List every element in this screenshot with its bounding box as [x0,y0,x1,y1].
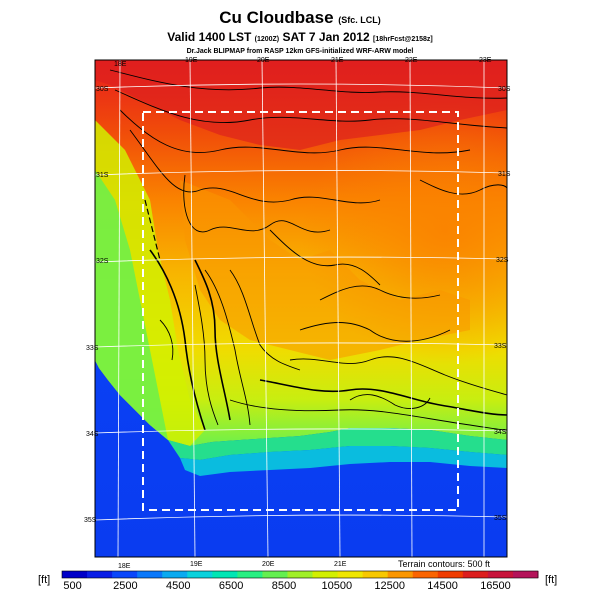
lat-label-left: 33S [86,345,99,352]
lat-label-right: 30S [498,86,511,93]
lon-label-top: 21E [331,57,344,64]
colorbar-swatch [437,571,464,578]
colorbar-tick-label: 500 [63,580,82,592]
colorbar-swatch [312,571,339,578]
lon-label-top: 23E [479,57,492,64]
colorbar-swatch [212,571,238,578]
warm-tongue [180,180,470,360]
colorbar-swatch [287,571,314,578]
colorbar-swatch [387,571,414,578]
colorbar-unit-right: [ft] [545,574,558,586]
lon-label-bottom: 21E [334,561,347,568]
map-field [95,60,507,557]
colorbar-tick-label: 10500 [321,580,353,592]
colorbar-swatch [262,571,288,578]
lat-label-left: 31S [96,172,109,179]
colorbar-tick-label: 8500 [271,580,297,592]
colorbar-tick-label: 4500 [166,580,191,592]
lon-label-top: 20E [257,57,270,64]
colorbar-swatch [137,571,163,578]
valid-date: SAT 7 Jan 2012 [282,30,370,44]
lat-label-left: 32S [96,258,109,265]
colorbar-swatch [62,571,88,578]
colorbar-tick-label: 6500 [218,580,244,592]
lat-label-right: 31S [498,171,511,178]
title-suffix: (Sfc. LCL) [338,15,381,25]
lat-label-left: 35S [84,517,97,524]
lon-label-top: 22E [405,57,418,64]
title-block: Cu Cloudbase (Sfc. LCL) Valid 1400 LST (… [0,8,600,57]
lat-label-left: 30S [96,86,109,93]
lat-label-left: 34S [86,431,99,438]
lat-label-right: 35S [494,515,507,522]
south-coast-band-2 [180,446,507,476]
forecast-info: [18hrFcst@2158z] [373,36,433,43]
map-frame [94,59,508,558]
colorbar-swatch [512,571,539,578]
latlon-grid [94,59,508,558]
colorbar-frame [61,570,539,579]
colorbar-tick-label: 16500 [480,580,511,592]
colorbar-swatch [462,571,489,578]
inner-domain-box [142,111,459,511]
colorbar-swatch [112,571,138,578]
lon-label-bottom: 19E [190,561,203,568]
chart-title: Cu Cloudbase (Sfc. LCL) [0,8,600,30]
cloudbase-contours [109,69,507,431]
colorbar-swatch [362,571,389,578]
colorbar-unit-left: [ft] [38,574,51,586]
colorbar-swatch [237,571,263,578]
lon-label-bottom: 18E [118,563,131,570]
colorbar-swatch [487,571,514,578]
colorbar-swatch [412,571,439,578]
lat-label-right: 32S [496,257,509,264]
colorbar-swatch [187,571,213,578]
lat-label-right: 33S [494,343,507,350]
lon-label-top: 19E [185,57,198,64]
title-main: Cu Cloudbase [219,8,334,27]
valid-line: Valid 1400 LST (1200Z) SAT 7 Jan 2012 [1… [0,30,600,47]
coastal-band-inner [95,170,168,440]
valid-time: Valid 1400 LST [167,30,252,44]
valid-utc: (1200Z) [254,36,280,43]
lat-label-right: 34S [494,429,507,436]
colorbar-swatch [337,571,364,578]
colorbar-swatch [87,571,113,578]
colorbar-tick-label: 14500 [427,580,458,592]
south-coast-band [168,428,507,460]
colorbar-swatch [162,571,188,578]
lon-label-bottom: 20E [262,561,275,568]
hot-band [95,60,507,150]
colorbar-tick-label: 12500 [374,580,405,592]
colorbar-tick-label: 2500 [113,580,138,592]
terrain-note: Terrain contours: 500 ft [398,559,491,569]
lon-label-top: 18E [114,61,127,68]
colorbar [61,570,539,579]
source-line: Dr.Jack BLIPMAP from RASP 12km GFS-initi… [186,48,414,55]
